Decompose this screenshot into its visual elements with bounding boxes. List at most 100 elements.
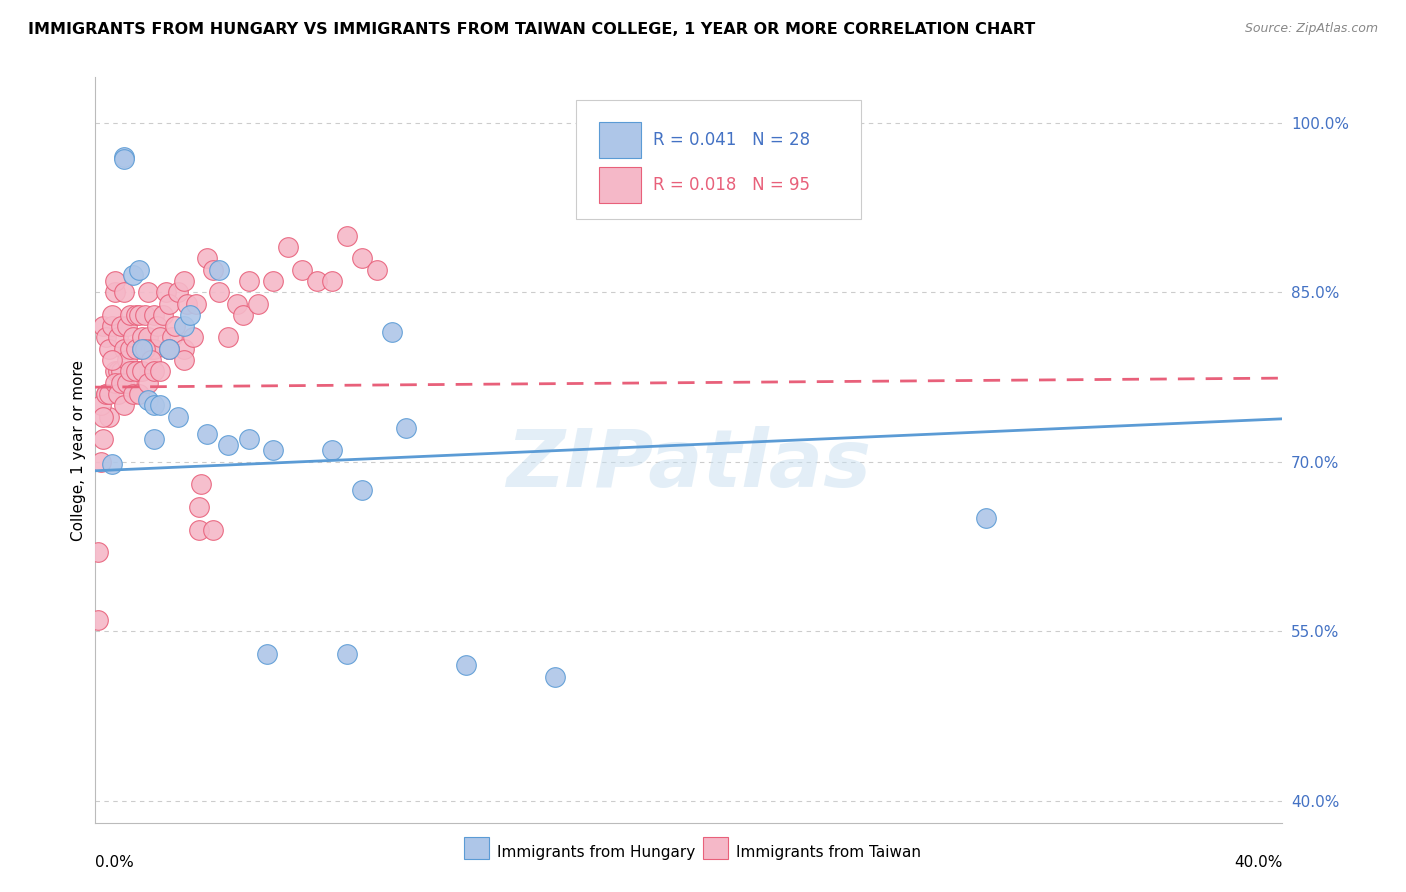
Point: [350, 483, 373, 497]
Point: [544, 669, 567, 683]
Point: [179, 308, 201, 322]
Point: [157, 342, 180, 356]
Point: [120, 364, 142, 378]
Point: [149, 398, 172, 412]
FancyBboxPatch shape: [599, 167, 641, 202]
Point: [131, 364, 153, 378]
Point: [184, 296, 207, 310]
Point: [122, 268, 145, 283]
Point: [139, 353, 162, 368]
Point: [93, 432, 115, 446]
Point: [208, 285, 231, 300]
Text: Source: ZipAtlas.com: Source: ZipAtlas.com: [1244, 22, 1378, 36]
Point: [134, 342, 156, 356]
Point: [110, 376, 132, 390]
Point: [291, 262, 314, 277]
Point: [96, 330, 118, 344]
Point: [149, 364, 172, 378]
Point: [89, 398, 111, 412]
Point: [93, 409, 115, 424]
Point: [190, 477, 212, 491]
Point: [187, 500, 209, 514]
Point: [93, 319, 115, 334]
Point: [454, 658, 477, 673]
Point: [136, 330, 159, 344]
Point: [217, 330, 239, 344]
Point: [115, 353, 138, 368]
Point: [157, 342, 180, 356]
Text: Immigrants from Hungary: Immigrants from Hungary: [498, 845, 696, 860]
Point: [181, 330, 204, 344]
Point: [128, 308, 150, 322]
Point: [197, 426, 219, 441]
Point: [143, 398, 166, 412]
Point: [238, 432, 260, 446]
Text: IMMIGRANTS FROM HUNGARY VS IMMIGRANTS FROM TAIWAN COLLEGE, 1 YEAR OR MORE CORREL: IMMIGRANTS FROM HUNGARY VS IMMIGRANTS FR…: [28, 22, 1035, 37]
Point: [217, 438, 239, 452]
Point: [128, 364, 150, 378]
Point: [146, 319, 169, 334]
Point: [163, 319, 186, 334]
Point: [202, 262, 225, 277]
Point: [125, 342, 148, 356]
Point: [112, 150, 135, 164]
Point: [134, 308, 156, 322]
Text: Immigrants from Taiwan: Immigrants from Taiwan: [737, 845, 921, 860]
Point: [238, 274, 260, 288]
Point: [122, 364, 145, 378]
Point: [125, 364, 148, 378]
Point: [173, 274, 195, 288]
Point: [152, 308, 174, 322]
Point: [307, 274, 329, 288]
Point: [112, 152, 135, 166]
Point: [232, 308, 254, 322]
Point: [160, 330, 183, 344]
Point: [86, 545, 108, 559]
Text: R = 0.018   N = 95: R = 0.018 N = 95: [652, 176, 810, 194]
Point: [262, 443, 284, 458]
Point: [143, 364, 166, 378]
Point: [98, 409, 121, 424]
Point: [197, 252, 219, 266]
Point: [143, 432, 166, 446]
Point: [202, 523, 225, 537]
Point: [107, 330, 129, 344]
Point: [89, 455, 111, 469]
Point: [380, 325, 402, 339]
FancyBboxPatch shape: [575, 100, 860, 219]
Point: [131, 330, 153, 344]
Y-axis label: College, 1 year or more: College, 1 year or more: [72, 360, 86, 541]
Point: [125, 308, 148, 322]
Point: [974, 511, 997, 525]
Point: [110, 319, 132, 334]
Point: [112, 342, 135, 356]
Point: [321, 274, 343, 288]
Point: [128, 387, 150, 401]
Point: [98, 387, 121, 401]
Point: [131, 342, 153, 356]
Point: [246, 296, 269, 310]
Point: [166, 285, 188, 300]
Point: [110, 364, 132, 378]
Point: [112, 285, 135, 300]
Point: [122, 387, 145, 401]
Point: [96, 387, 118, 401]
Text: R = 0.041   N = 28: R = 0.041 N = 28: [652, 131, 810, 149]
Point: [173, 353, 195, 368]
Point: [115, 376, 138, 390]
Point: [101, 319, 124, 334]
Point: [98, 342, 121, 356]
Point: [104, 274, 127, 288]
Point: [143, 308, 166, 322]
Point: [115, 319, 138, 334]
Point: [122, 330, 145, 344]
Point: [131, 342, 153, 356]
Point: [112, 398, 135, 412]
Point: [136, 376, 159, 390]
Point: [96, 387, 118, 401]
Point: [128, 262, 150, 277]
Point: [139, 342, 162, 356]
Point: [173, 319, 195, 334]
Point: [120, 308, 142, 322]
Point: [104, 285, 127, 300]
